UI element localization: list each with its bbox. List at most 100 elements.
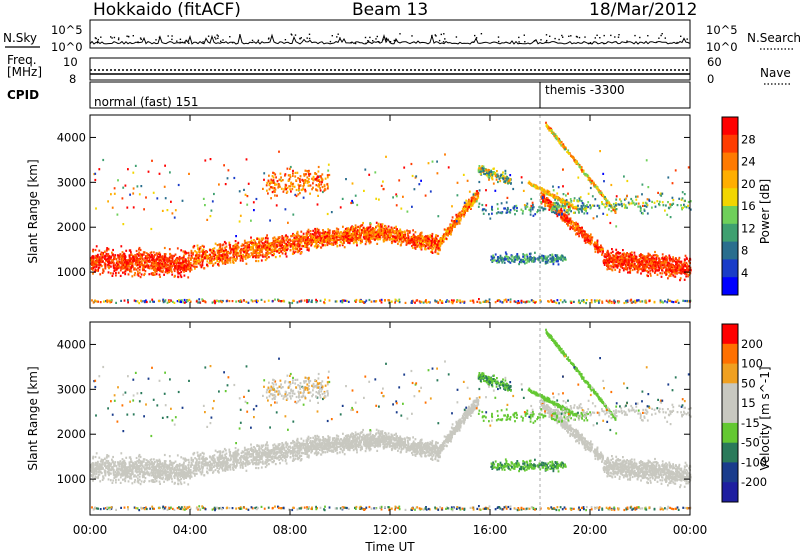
scatter-point [616, 257, 619, 260]
scatter-point [450, 230, 453, 233]
scatter-point [579, 166, 581, 169]
scatter-point [220, 254, 223, 257]
noise-dot [350, 42, 352, 44]
scatter-point [109, 272, 112, 275]
noise-dot [171, 38, 173, 41]
scatter-point [339, 244, 341, 247]
noise-dot [594, 37, 596, 39]
scatter-point [569, 225, 572, 228]
scatter-point [602, 193, 604, 196]
noise-dot [117, 38, 120, 41]
scatter-point [439, 244, 442, 247]
scatter-point [281, 243, 283, 246]
scatter-point [212, 263, 215, 266]
scatter-point [300, 237, 302, 241]
noise-dot [498, 40, 500, 43]
noise-dot [626, 40, 628, 42]
noise-dot [300, 37, 302, 39]
scatter-point [650, 267, 653, 270]
scatter-point [254, 256, 257, 259]
scatter-point [637, 268, 640, 271]
scatter-point [315, 236, 317, 239]
scatter-point [114, 266, 117, 269]
scatter-point [428, 237, 430, 240]
scatter-point [163, 246, 166, 250]
noise-dot [215, 38, 217, 40]
scatter-point [165, 268, 168, 271]
scatter-point [237, 241, 240, 244]
scatter-point [129, 262, 132, 265]
scatter-point [642, 264, 644, 267]
scatter-point [665, 269, 667, 272]
scatter-point [172, 264, 175, 267]
scatter-point [455, 215, 458, 218]
scatter-point [172, 255, 175, 258]
scatter-point [117, 263, 119, 266]
scatter-point [185, 265, 188, 269]
scatter-point [596, 186, 599, 189]
scatter-point [101, 256, 104, 259]
noise-dot [575, 35, 578, 38]
power-panel [89, 114, 692, 309]
scatter-point [174, 267, 176, 270]
scatter-point [670, 272, 673, 275]
nave-label: Nave [760, 66, 791, 80]
scatter-point [310, 240, 313, 243]
scatter-point [414, 231, 417, 234]
noise-dot [603, 34, 605, 37]
scatter-point [247, 253, 250, 256]
scatter-point [119, 274, 122, 277]
scatter-point [648, 262, 651, 265]
scatter-point [444, 233, 446, 236]
scatter-point [96, 257, 99, 260]
scatter-point [359, 225, 362, 228]
scatter-point [257, 260, 260, 263]
scatter-point [128, 258, 131, 261]
scatter-point [183, 251, 186, 254]
noise-dot [167, 35, 169, 37]
scatter-point [120, 245, 123, 248]
noise-right-tick-bottom: 10^0 [706, 40, 738, 54]
scatter-point [258, 245, 260, 248]
scatter-point [631, 268, 634, 272]
scatter-point [306, 236, 309, 240]
scatter-point [151, 264, 154, 267]
scatter-point [154, 254, 156, 257]
scatter-point [684, 263, 686, 266]
scatter-point [606, 264, 608, 268]
noise-dot [184, 42, 186, 44]
scatter-point [154, 271, 157, 274]
scatter-point [345, 239, 348, 243]
scatter-point [228, 243, 231, 246]
scatter-point [310, 237, 313, 240]
scatter-point [590, 236, 593, 239]
scatter-point [286, 246, 288, 249]
scatter-point [407, 237, 410, 240]
scatter-point [569, 227, 572, 231]
scatter-point [651, 262, 653, 265]
noise-dot [660, 34, 662, 37]
scatter-point [176, 258, 178, 262]
scatter-point [561, 219, 564, 222]
scatter-point [231, 248, 234, 251]
scatter-point [116, 268, 118, 271]
scatter-point [187, 257, 190, 260]
scatter-point [460, 213, 463, 216]
scatter-point [393, 240, 396, 243]
scatter-point [382, 229, 385, 233]
scatter-point [137, 267, 139, 270]
scatter-point [462, 208, 465, 212]
scatter-point [127, 259, 129, 262]
noise-dot [214, 36, 216, 39]
scatter-point [567, 220, 569, 223]
scatter-point [150, 267, 153, 270]
scatter-point [412, 233, 415, 236]
scatter-point [668, 257, 671, 260]
scatter-point [168, 271, 171, 274]
scatter-point [476, 197, 479, 200]
noise-dot [179, 41, 181, 44]
noise-dot [523, 34, 525, 36]
scatter-point [332, 235, 334, 238]
scatter-point [242, 253, 244, 256]
scatter-point [115, 262, 118, 265]
